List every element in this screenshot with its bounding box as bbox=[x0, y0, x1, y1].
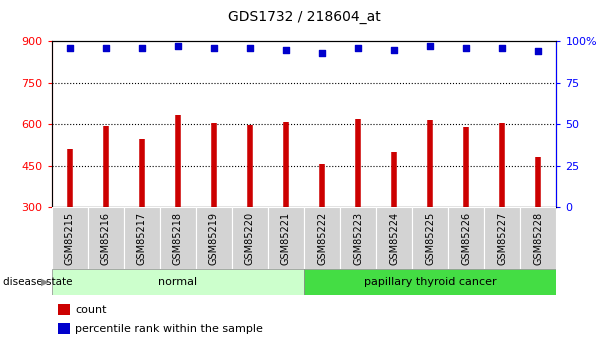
Bar bbox=[124, 207, 160, 269]
Point bbox=[389, 47, 399, 52]
Bar bbox=[268, 207, 304, 269]
Text: GSM85224: GSM85224 bbox=[389, 211, 399, 265]
Text: GSM85225: GSM85225 bbox=[425, 211, 435, 265]
Text: disease state: disease state bbox=[3, 277, 72, 287]
Bar bbox=[376, 207, 412, 269]
Point bbox=[317, 50, 327, 56]
Text: GSM85223: GSM85223 bbox=[353, 211, 363, 265]
Point bbox=[353, 45, 363, 51]
Text: GSM85222: GSM85222 bbox=[317, 211, 327, 265]
Bar bbox=[88, 207, 124, 269]
Text: count: count bbox=[75, 305, 107, 315]
Text: GSM85228: GSM85228 bbox=[533, 211, 544, 265]
Text: GSM85217: GSM85217 bbox=[137, 211, 147, 265]
Point bbox=[497, 45, 507, 51]
Text: ▶: ▶ bbox=[41, 277, 49, 287]
Point bbox=[173, 43, 183, 49]
Bar bbox=[160, 207, 196, 269]
Text: normal: normal bbox=[158, 277, 198, 287]
Bar bbox=[232, 207, 268, 269]
Point bbox=[426, 43, 435, 49]
Bar bbox=[52, 269, 304, 295]
Text: GSM85220: GSM85220 bbox=[245, 211, 255, 265]
Text: percentile rank within the sample: percentile rank within the sample bbox=[75, 324, 263, 334]
Bar bbox=[448, 207, 484, 269]
Text: GSM85226: GSM85226 bbox=[461, 211, 471, 265]
Point bbox=[245, 45, 255, 51]
Point bbox=[101, 45, 111, 51]
Bar bbox=[196, 207, 232, 269]
Bar bbox=[304, 269, 556, 295]
Text: GDS1732 / 218604_at: GDS1732 / 218604_at bbox=[227, 10, 381, 24]
Bar bbox=[484, 207, 520, 269]
Point bbox=[209, 45, 219, 51]
Point bbox=[533, 49, 543, 54]
Point bbox=[65, 45, 75, 51]
Bar bbox=[412, 207, 448, 269]
Bar bbox=[340, 207, 376, 269]
Point bbox=[461, 45, 471, 51]
Text: papillary thyroid cancer: papillary thyroid cancer bbox=[364, 277, 497, 287]
Text: GSM85221: GSM85221 bbox=[281, 211, 291, 265]
Bar bbox=[52, 207, 88, 269]
Point bbox=[281, 47, 291, 52]
Bar bbox=[304, 207, 340, 269]
Text: GSM85227: GSM85227 bbox=[497, 211, 507, 265]
Bar bbox=[58, 304, 71, 315]
Bar bbox=[58, 323, 71, 334]
Bar bbox=[520, 207, 556, 269]
Text: GSM85219: GSM85219 bbox=[209, 211, 219, 265]
Text: GSM85215: GSM85215 bbox=[64, 211, 75, 265]
Point bbox=[137, 45, 147, 51]
Text: GSM85216: GSM85216 bbox=[101, 211, 111, 265]
Text: GSM85218: GSM85218 bbox=[173, 211, 183, 265]
